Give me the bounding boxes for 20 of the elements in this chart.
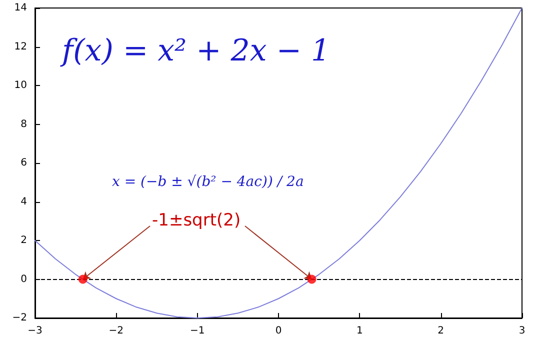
y-tick-label: 4 <box>20 196 27 208</box>
annotation: x = (−b ± √(b² − 4ac)) / 2a <box>112 174 304 190</box>
x-tick-label: −3 <box>28 326 42 336</box>
y-tick-label: 8 <box>20 118 27 130</box>
x-tick-label: 3 <box>518 326 526 336</box>
y-tick-label: 10 <box>14 80 27 91</box>
x-tick-label: −2 <box>108 326 124 336</box>
annotation: -1±sqrt(2) <box>152 210 241 230</box>
y-tick-label: 14 <box>14 2 27 14</box>
x-tick-label: 2 <box>438 326 444 336</box>
y-tick-label: 12 <box>14 41 27 52</box>
annotation: f(x) = x² + 2x − 1 <box>60 34 330 68</box>
x-tick-label: −1 <box>190 326 205 336</box>
x-tick-label: 1 <box>356 326 363 336</box>
line-series <box>34 8 522 318</box>
y-tick-label: 0 <box>20 274 27 285</box>
x-tick-label: 0 <box>275 326 282 336</box>
y-tick-label: −2 <box>12 312 27 324</box>
y-tick-label: 6 <box>20 158 27 168</box>
y-tick-label: 2 <box>20 235 27 246</box>
